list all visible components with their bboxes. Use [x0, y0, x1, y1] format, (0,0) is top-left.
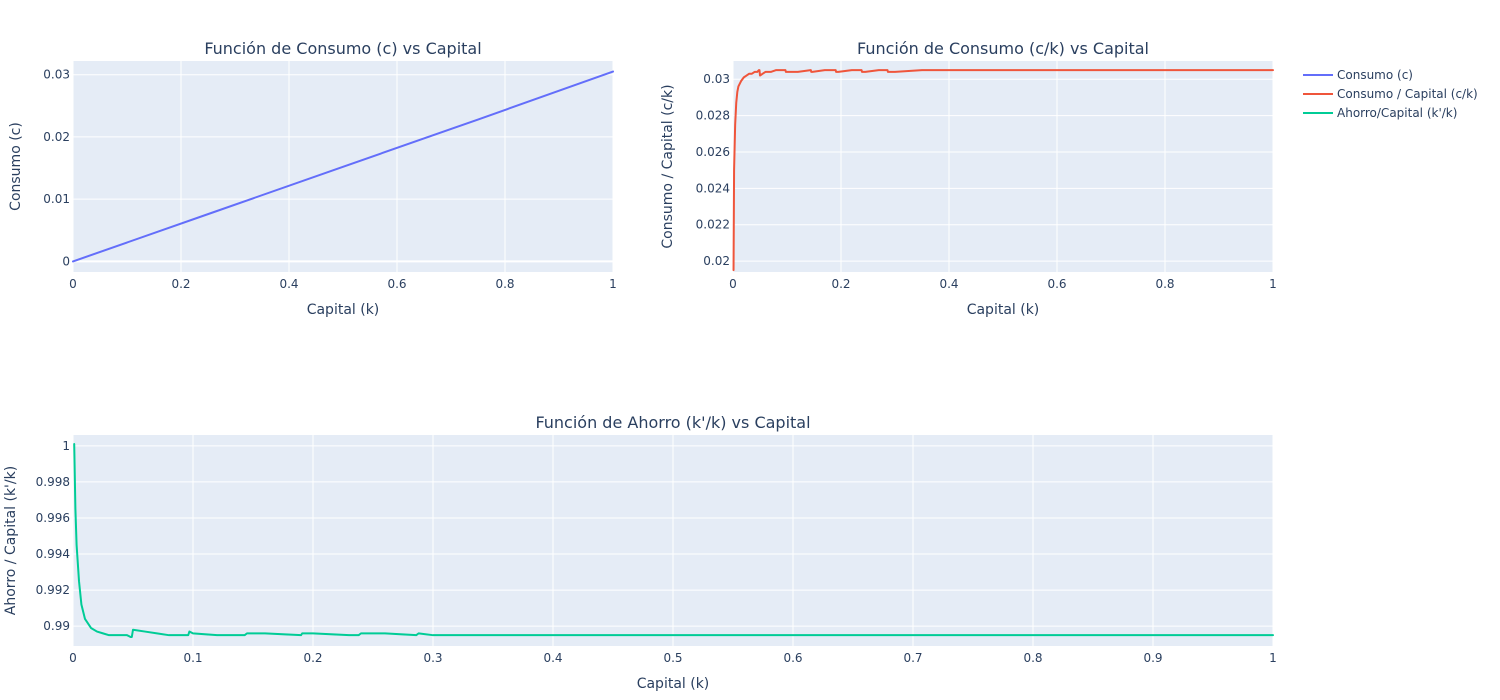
x-axis-title-2: Capital (k)	[967, 302, 1040, 318]
chart-title-2: Función de Consumo (c/k) vs Capital	[857, 39, 1149, 58]
x-tick-label: 0.6	[1047, 277, 1066, 291]
y-tick-label-0-022: 0.022	[696, 218, 730, 232]
x-tick-label: 0	[69, 277, 77, 291]
x-tick-label: 0	[729, 277, 737, 291]
chart-panel-1: 0 0.2 0.4 0.6 0.8 1 0 0.01 0.02 0.03 Función de Co…	[8, 39, 617, 318]
y-tick-label-0-994: 0.994	[36, 547, 70, 561]
x-tick-label: 1	[1269, 277, 1277, 291]
y-tick-label-0-01: 0.01	[43, 192, 70, 206]
x-axis-title-3: Capital (k)	[637, 676, 710, 692]
chart-panel-2: 0 0.2 0.4 0.6 0.8 1 0.02 0.022 0.024 0.026 0.028 0.…	[660, 39, 1277, 318]
series-line-2	[732, 69, 1274, 272]
series-line-3	[73, 443, 1274, 638]
y-axis-title-2: Consumo / Capital (c/k)	[660, 84, 676, 248]
x-tick-label: 0.6	[387, 277, 406, 291]
y-tick-label-0-02: 0.02	[43, 130, 70, 144]
y-tick-label-0: 0	[62, 254, 70, 268]
x-tick-label: 0.3	[423, 651, 442, 665]
x-tick-label: 0.5	[663, 651, 682, 665]
x-tick-label: 0.8	[495, 277, 514, 291]
y-tick-label-1: 1	[62, 439, 70, 453]
y-tick-label-0-03: 0.03	[703, 72, 730, 86]
y-tick-label-0-99: 0.99	[43, 619, 70, 633]
x-tick-label: 0.4	[543, 651, 562, 665]
y-tick-label-0-992: 0.992	[36, 583, 70, 597]
x-tick-label: 0.1	[183, 651, 202, 665]
x-tick-label: 0.4	[279, 277, 298, 291]
chart-title-3: Función de Ahorro (k'/k) vs Capital	[535, 413, 810, 432]
y-axis-title-1: Consumo (c)	[8, 122, 24, 211]
plot-background	[733, 61, 1273, 272]
x-tick-label: 0.2	[831, 277, 850, 291]
y-tick-label-0-024: 0.024	[696, 181, 730, 195]
series-line-1	[72, 70, 614, 263]
legend-item-label: Consumo (c)	[1337, 68, 1413, 82]
y-tick-label-0-03: 0.03	[43, 68, 70, 82]
x-tick-label: 0.9	[1143, 651, 1162, 665]
x-tick-label: 0.8	[1155, 277, 1174, 291]
x-axis-title-1: Capital (k)	[307, 302, 380, 318]
x-tick-label: 0.6	[783, 651, 802, 665]
y-tick-label-0-026: 0.026	[696, 145, 730, 159]
legend-item-label: Ahorro/Capital (k'/k)	[1337, 106, 1457, 120]
chart-title-1: Función de Consumo (c) vs Capital	[204, 39, 481, 58]
x-tick-label: 1	[1269, 651, 1277, 665]
x-tick-label: 0	[69, 651, 77, 665]
y-tick-label-0-028: 0.028	[696, 109, 730, 123]
y-tick-label-0-998: 0.998	[36, 475, 70, 489]
x-tick-label: 0.4	[939, 277, 958, 291]
x-tick-label: 0.2	[171, 277, 190, 291]
x-tick-label: 0.7	[903, 651, 922, 665]
chart-panel-3: 0 0.1 0.2 0.3 0.4 0.5 0.6 0.7 0.8 0.9 1 0.99 0.992 0.…	[3, 413, 1277, 692]
y-tick-label-0-996: 0.996	[36, 511, 70, 525]
x-tick-label: 1	[609, 277, 617, 291]
x-tick-label: 0.8	[1023, 651, 1042, 665]
legend: Consumo (c) Consumo / Capital (c/k) Ahorro…	[1303, 68, 1478, 120]
legend-item-label: Consumo / Capital (c/k)	[1337, 87, 1478, 101]
x-tick-label: 0.2	[303, 651, 322, 665]
y-tick-label-0-02: 0.02	[703, 254, 730, 268]
y-axis-title-3: Ahorro / Capital (k'/k)	[3, 466, 19, 615]
